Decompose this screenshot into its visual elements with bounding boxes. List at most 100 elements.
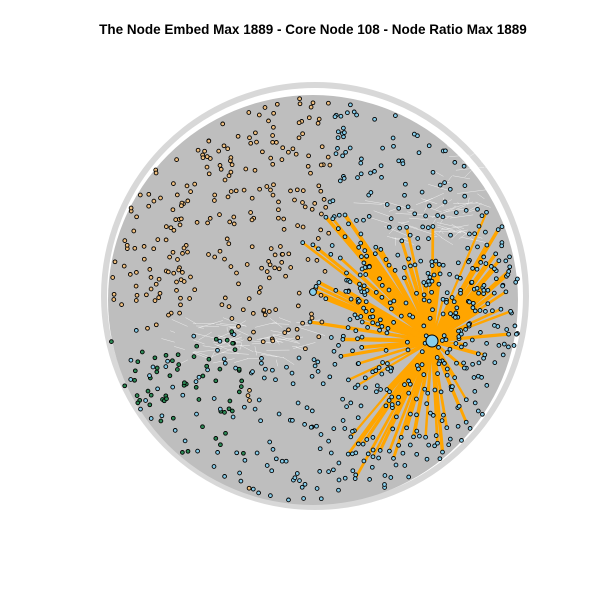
node xyxy=(213,336,219,342)
node xyxy=(177,310,182,316)
edge xyxy=(457,202,460,205)
node xyxy=(283,273,288,279)
node xyxy=(386,398,392,403)
node xyxy=(463,419,469,425)
node xyxy=(158,418,164,424)
node xyxy=(213,436,219,441)
node xyxy=(405,347,411,353)
node xyxy=(404,425,409,431)
node xyxy=(362,248,368,253)
node xyxy=(442,361,447,366)
sparse-edge-region xyxy=(161,145,508,367)
node xyxy=(145,388,151,394)
node xyxy=(512,323,518,329)
node xyxy=(235,133,241,139)
node xyxy=(276,266,282,272)
node xyxy=(196,397,202,402)
node xyxy=(441,333,447,338)
node xyxy=(429,289,434,295)
node xyxy=(482,352,488,358)
node xyxy=(455,260,461,266)
node xyxy=(335,129,341,135)
node xyxy=(261,375,267,381)
node xyxy=(250,311,256,316)
edge xyxy=(464,168,474,178)
node xyxy=(419,189,425,195)
node xyxy=(416,150,422,156)
node xyxy=(380,145,385,151)
node xyxy=(110,275,116,280)
node xyxy=(357,272,363,278)
node xyxy=(182,380,187,386)
node xyxy=(302,422,307,427)
node xyxy=(288,265,294,270)
node xyxy=(350,468,356,474)
node xyxy=(316,116,322,122)
node xyxy=(262,312,268,318)
node xyxy=(451,299,457,305)
node xyxy=(444,372,450,378)
node xyxy=(178,216,184,222)
node xyxy=(425,225,431,230)
node xyxy=(272,265,278,271)
node xyxy=(350,429,355,434)
node xyxy=(406,378,411,384)
node xyxy=(194,411,199,417)
node xyxy=(163,237,169,243)
node xyxy=(124,242,130,248)
node xyxy=(337,255,343,261)
node xyxy=(314,486,320,491)
node xyxy=(154,369,160,375)
node xyxy=(425,390,431,396)
node xyxy=(242,404,247,410)
edge xyxy=(347,339,434,382)
node xyxy=(156,276,162,282)
node xyxy=(194,343,200,349)
node xyxy=(316,334,322,340)
node xyxy=(147,373,152,378)
node xyxy=(111,297,117,302)
node xyxy=(474,266,480,272)
node xyxy=(295,223,300,228)
node xyxy=(363,385,368,391)
node xyxy=(480,411,485,417)
node xyxy=(382,473,388,478)
edge xyxy=(356,339,434,387)
node xyxy=(373,368,379,373)
node xyxy=(421,323,427,329)
node xyxy=(293,151,299,157)
node xyxy=(508,308,513,314)
node xyxy=(373,290,379,295)
node xyxy=(259,265,264,271)
node xyxy=(222,295,228,301)
node xyxy=(167,254,172,260)
node xyxy=(361,289,367,295)
node xyxy=(303,346,308,352)
node xyxy=(270,338,276,344)
node xyxy=(466,259,471,265)
node xyxy=(195,448,200,454)
node xyxy=(316,280,322,285)
node xyxy=(330,216,336,222)
node xyxy=(369,464,375,470)
node xyxy=(378,317,383,323)
node xyxy=(402,382,407,387)
node xyxy=(406,474,412,480)
node xyxy=(155,386,160,392)
edge xyxy=(161,338,175,343)
node xyxy=(217,338,223,344)
node xyxy=(372,116,377,122)
node xyxy=(202,148,207,154)
node xyxy=(131,228,137,234)
edge xyxy=(336,227,434,343)
node xyxy=(470,300,476,306)
node xyxy=(279,157,285,162)
node xyxy=(467,231,472,237)
node xyxy=(347,317,353,322)
node xyxy=(338,113,344,119)
node xyxy=(231,332,237,337)
edge xyxy=(467,197,470,205)
node xyxy=(171,270,177,276)
node xyxy=(422,386,428,392)
edge xyxy=(461,151,466,155)
